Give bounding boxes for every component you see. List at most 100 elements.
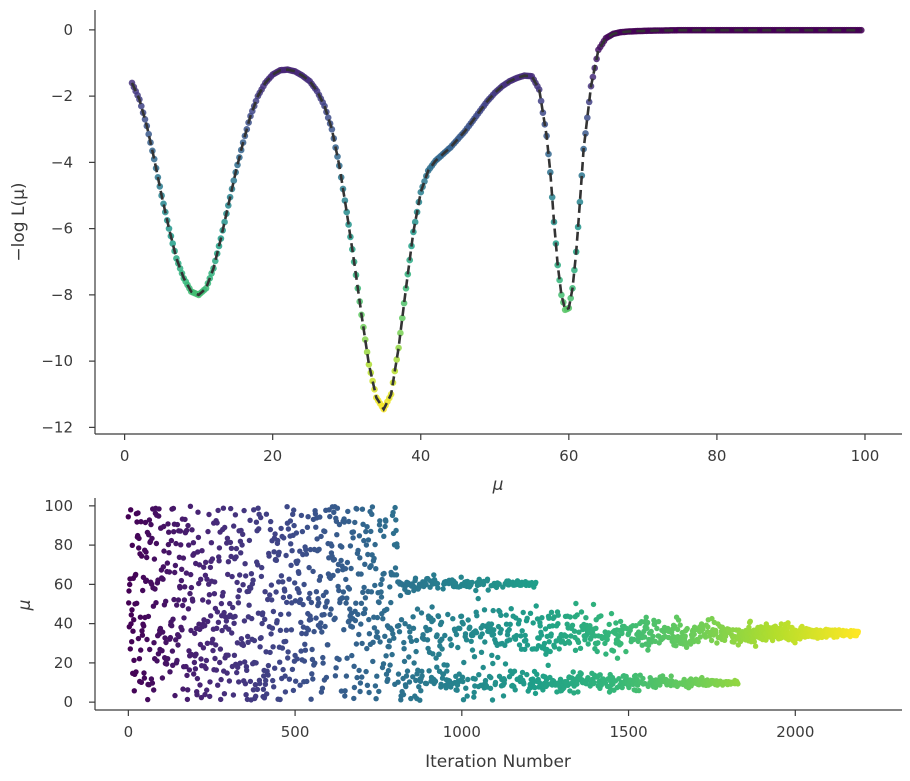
bottom-sample-point [250, 577, 256, 583]
bottom-sample-point [643, 614, 649, 620]
bottom-sample-point [546, 615, 552, 621]
bottom-sample-point [233, 554, 239, 560]
bottom-sample-point [260, 610, 266, 616]
bottom-sample-point [623, 648, 629, 655]
bottom-sample-point [376, 688, 382, 695]
bottom-sample-point [574, 681, 580, 687]
bottom-sample-point [216, 545, 223, 551]
bottom-sample-point [213, 667, 220, 673]
bottom-sample-point [563, 633, 569, 639]
top-sample-point [584, 114, 591, 121]
bottom-sample-point [273, 589, 279, 595]
bottom-sample-point [388, 599, 394, 606]
bottom-sample-point [426, 668, 432, 674]
bottom-sample-point [177, 585, 183, 591]
bottom-sample-point [139, 632, 146, 638]
bottom-sample-point [166, 550, 172, 556]
bottom-sample-point [377, 527, 384, 534]
bottom-sample-point [187, 590, 193, 597]
bottom-sample-point [285, 526, 292, 532]
bottom-sample-point [230, 692, 237, 698]
bottom-sample-point [549, 623, 556, 629]
bottom-sample-point [350, 529, 357, 535]
bottom-sample-point [312, 511, 319, 517]
bottom-sample-point [253, 693, 259, 699]
bottom-sample-point [279, 645, 286, 651]
bottom-sample-point [140, 587, 146, 594]
bottom-sample-point [199, 548, 205, 554]
bottom-sample-point [133, 571, 139, 578]
bottom-sample-point [465, 617, 471, 623]
bottom-sample-point [364, 645, 370, 652]
bottom-sample-point [654, 625, 660, 632]
bottom-sample-point [595, 640, 601, 646]
bottom-sample-point [145, 613, 152, 620]
bottom-sample-point [485, 587, 491, 593]
bottom-sample-point [551, 644, 558, 650]
bottom-sample-point [252, 682, 259, 688]
bottom-sample-point [401, 658, 408, 665]
bottom-sample-point [208, 613, 214, 619]
bottom-sample-point [370, 639, 376, 645]
bottom-sample-point [573, 600, 579, 607]
bottom-sample-point [201, 564, 207, 570]
top-sample-point [399, 314, 406, 322]
bottom-sample-point [200, 597, 206, 603]
bottom-sample-point [575, 689, 581, 695]
bottom-sample-point [465, 676, 471, 683]
bottom-sample-point [168, 537, 175, 544]
bottom-sample-point [309, 646, 315, 653]
bottom-sample-point [370, 658, 376, 665]
top-sample-point [548, 193, 556, 201]
top-sample-point [411, 218, 419, 226]
bottom-sample-point [674, 626, 681, 633]
bottom-sample-point [334, 532, 340, 538]
bottom-sample-point [184, 696, 191, 703]
bottom-sample-point [459, 674, 466, 680]
bottom-sample-point [471, 654, 478, 660]
bottom-sample-point [435, 613, 442, 620]
bottom-sample-point [305, 514, 311, 520]
bottom-sample-point [182, 584, 188, 590]
top-sample-point [395, 344, 402, 352]
bottom-sample-point [172, 562, 179, 569]
bottom-sample-point [324, 598, 330, 604]
bottom-sample-point [250, 687, 257, 693]
bottom-sample-point [314, 536, 320, 542]
bottom-sample-point [444, 662, 450, 668]
bottom-sample-point [524, 615, 530, 621]
bottom-sample-point [303, 631, 309, 637]
bottom-sample-point [610, 648, 617, 654]
bottom-sample-point [381, 533, 387, 539]
bottom-sample-point [469, 579, 475, 586]
bottom-sample-point [532, 684, 538, 691]
bottom-sample-point [570, 669, 576, 675]
bottom-sample-point [263, 511, 270, 517]
bottom-sample-point [164, 661, 170, 667]
bottom-sample-point [259, 564, 265, 571]
bottom-sample-point [226, 678, 233, 684]
top-sample-point [556, 276, 563, 284]
top-y-tick-label: −8 [51, 286, 73, 304]
bottom-sample-point [293, 678, 299, 684]
bottom-sample-point [683, 640, 689, 646]
bottom-sample-point [484, 576, 491, 582]
bottom-sample-point [301, 658, 308, 664]
bottom-sample-point [202, 691, 208, 698]
bottom-sample-point [351, 695, 357, 702]
bottom-sample-point [166, 569, 173, 575]
bottom-sample-point [356, 533, 363, 539]
bottom-sample-point [283, 627, 290, 633]
bottom-sample-point [448, 642, 455, 648]
bottom-sample-point [478, 649, 485, 655]
bottom-sample-point [385, 676, 391, 682]
bottom-sample-point [603, 651, 609, 657]
bottom-sample-point [341, 627, 347, 633]
bottom-sample-point [468, 638, 474, 644]
bottom-sample-point [152, 586, 158, 592]
bottom-sample-point [440, 586, 446, 592]
bottom-sample-point [311, 628, 317, 635]
bottom-sample-point [160, 629, 166, 635]
bottom-sample-point [178, 542, 184, 548]
